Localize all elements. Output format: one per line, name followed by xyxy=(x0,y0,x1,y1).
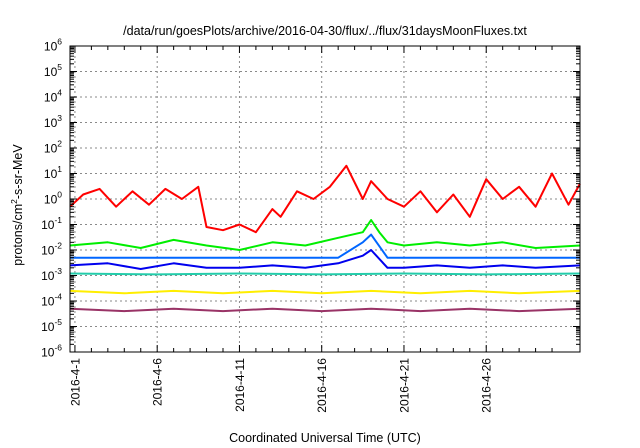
y-tick-label-exponent: -4 xyxy=(54,292,62,302)
y-tick-label-base: 10 xyxy=(41,218,55,232)
y-tick-label-base: 10 xyxy=(44,65,58,79)
y-tick-label-base: 10 xyxy=(41,244,55,258)
y-tick-label: 106 xyxy=(44,37,62,54)
y-tick-label: 103 xyxy=(44,113,62,130)
y-tick-label: 105 xyxy=(44,62,62,79)
x-tick-label: 2016-4-16 xyxy=(315,358,329,413)
y-tick-label: 10-6 xyxy=(41,343,62,360)
series-layer xyxy=(69,164,581,313)
y-tick-label-base: 10 xyxy=(41,346,55,360)
x-tick-label: 2016-4-11 xyxy=(233,358,247,412)
y-axis-label: protons/cm2-s-sr-MeV xyxy=(9,144,25,266)
y-tick-label: 10-2 xyxy=(41,241,62,258)
y-tick-label-exponent: 3 xyxy=(57,113,62,123)
y-axis-label-part-2: -s-sr-MeV xyxy=(11,144,25,200)
y-tick-label-base: 10 xyxy=(41,269,55,283)
y-tick-label: 100 xyxy=(44,190,62,207)
y-tick-label-exponent: 5 xyxy=(57,62,62,72)
y-tick-label: 102 xyxy=(44,139,62,156)
y-tick-label: 101 xyxy=(44,164,62,181)
x-tick-labels: 2016-4-1 2016-4-6 2016-4-11 2016-4-16 2016-4… xyxy=(68,358,493,413)
y-tick-label-exponent: 2 xyxy=(57,139,62,149)
x-tick-label: 2016-4-1 xyxy=(68,358,82,406)
x-tick-label: 2016-4-26 xyxy=(480,358,494,413)
y-tick-label-exponent: 4 xyxy=(57,88,62,98)
y-axis-label-part-1: protons/cm xyxy=(11,204,25,266)
y-tick-label: 10-1 xyxy=(41,215,62,232)
y-tick-label-exponent: 0 xyxy=(57,190,62,200)
y-tick-label-exponent: -2 xyxy=(54,241,62,251)
y-tick-label-base: 10 xyxy=(44,40,58,54)
y-tick-label-exponent: -3 xyxy=(54,266,62,276)
y-tick-label: 10-5 xyxy=(41,317,62,334)
y-tick-label-base: 10 xyxy=(44,193,58,207)
series-line-1 xyxy=(69,164,581,234)
y-tick-label: 104 xyxy=(44,88,62,105)
y-tick-label-base: 10 xyxy=(44,167,58,181)
y-tick-label-base: 10 xyxy=(44,142,58,156)
y-axis-label-superscript: 2 xyxy=(9,199,19,204)
series-line-6 xyxy=(69,289,581,295)
y-tick-label-base: 10 xyxy=(41,320,55,334)
y-tick-label: 10-3 xyxy=(41,266,62,283)
series-line-5 xyxy=(69,272,581,276)
series-line-3 xyxy=(69,249,581,270)
x-tick-label: 2016-4-6 xyxy=(151,358,165,406)
y-tick-label-exponent: -1 xyxy=(54,215,62,225)
chart-title: /data/run/goesPlots/archive/2016-04-30/f… xyxy=(123,24,527,38)
y-tick-label-exponent: 1 xyxy=(57,164,62,174)
series-line-2 xyxy=(69,219,581,251)
y-tick-label-exponent: -5 xyxy=(54,317,62,327)
y-tick-label-exponent: 6 xyxy=(57,37,62,47)
series-line-4 xyxy=(70,233,580,259)
series-line-7 xyxy=(69,307,581,313)
y-tick-label: 10-4 xyxy=(41,292,62,309)
y-tick-label-base: 10 xyxy=(44,91,58,105)
y-tick-label-base: 10 xyxy=(44,116,58,130)
y-tick-label-exponent: -6 xyxy=(54,343,62,353)
x-tick-label: 2016-4-21 xyxy=(397,358,411,413)
y-tick-label-base: 10 xyxy=(41,295,55,309)
tick-marks xyxy=(70,45,580,353)
y-tick-labels: 10610510410310210110010-110-210-310-410-… xyxy=(41,37,62,360)
x-axis-label: Coordinated Universal Time (UTC) xyxy=(229,431,421,445)
